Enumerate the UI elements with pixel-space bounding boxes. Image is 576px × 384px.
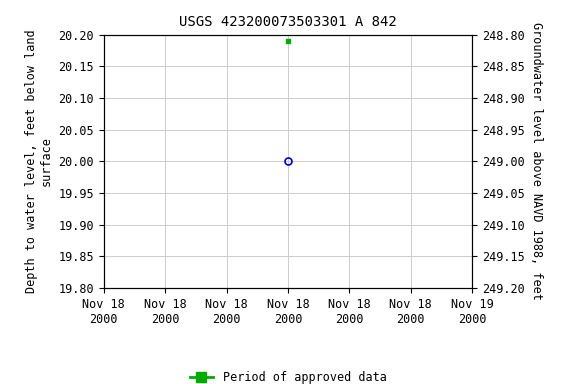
Y-axis label: Groundwater level above NAVD 1988, feet: Groundwater level above NAVD 1988, feet	[530, 22, 543, 300]
Y-axis label: Depth to water level, feet below land
surface: Depth to water level, feet below land su…	[25, 30, 53, 293]
Title: USGS 423200073503301 A 842: USGS 423200073503301 A 842	[179, 15, 397, 29]
Legend: Period of approved data: Period of approved data	[185, 366, 391, 384]
